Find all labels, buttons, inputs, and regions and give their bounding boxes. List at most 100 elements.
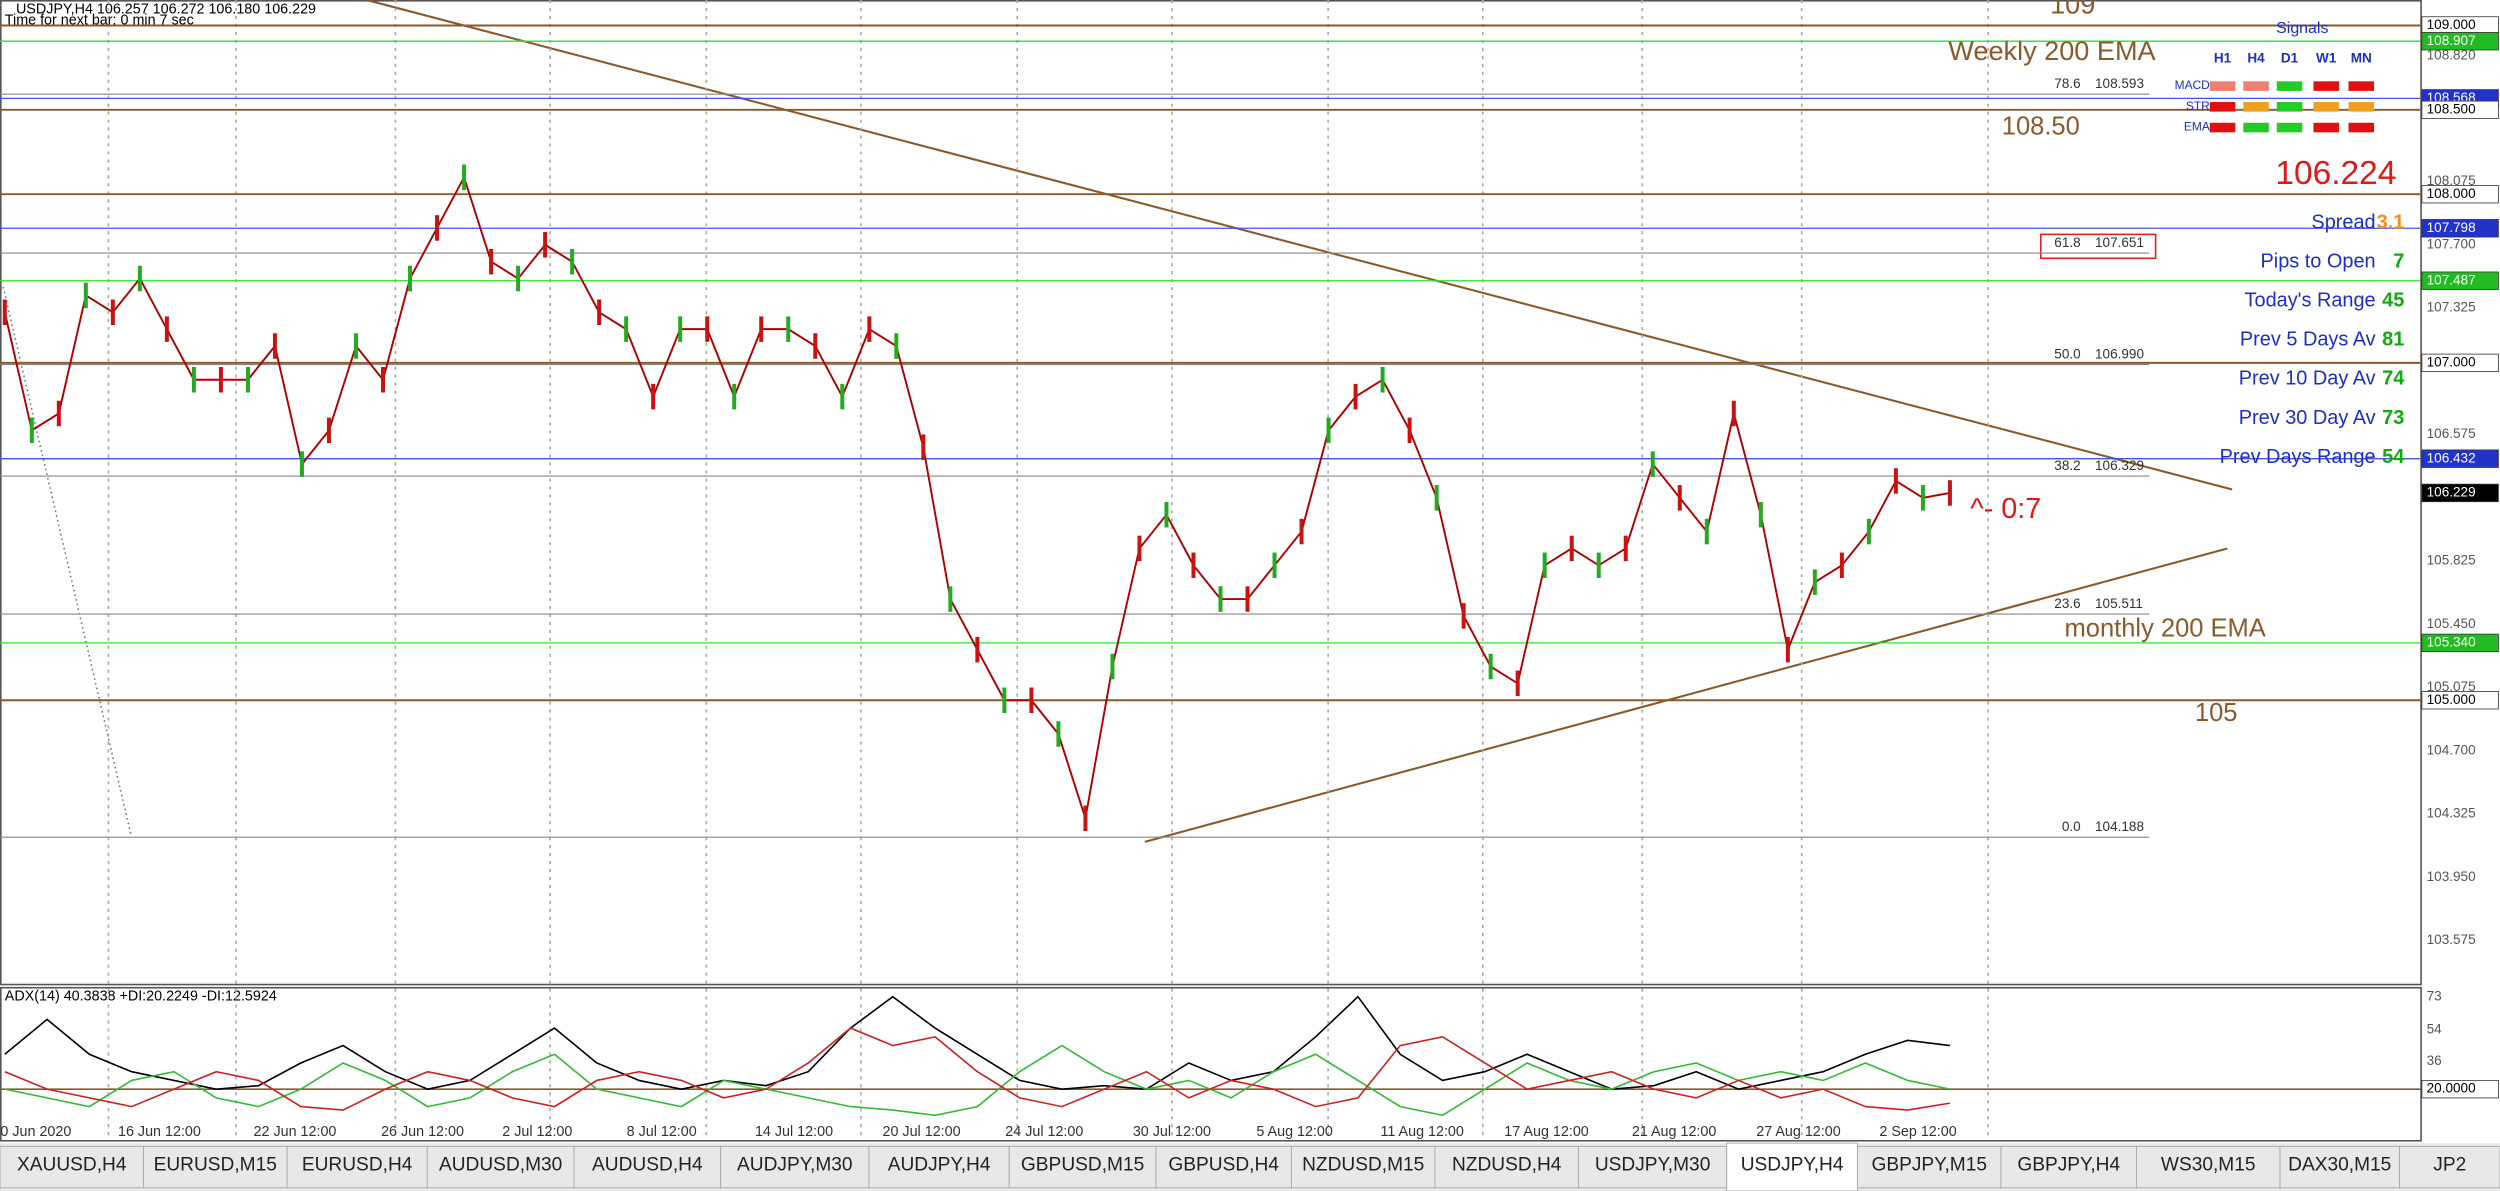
signal-column: W1 bbox=[2316, 51, 2337, 66]
tab[interactable] bbox=[426, 1145, 575, 1189]
signal-column: D1 bbox=[2281, 51, 2299, 66]
tab-label[interactable]: USDJPY,H4 bbox=[1741, 1155, 1844, 1176]
tab-label[interactable]: GBPJPY,M15 bbox=[1871, 1155, 1987, 1176]
signal-cell bbox=[2276, 122, 2303, 133]
signal-cell bbox=[2209, 81, 2236, 91]
price-label: 108.500 bbox=[2427, 101, 2476, 116]
info-value: 73 bbox=[2382, 407, 2404, 429]
chart-frame bbox=[0, 0, 2422, 986]
time-label: 14 Jul 12:00 bbox=[755, 1124, 833, 1140]
fib-ratio: 23.6 bbox=[2054, 596, 2080, 611]
time-label: 20 Jul 12:00 bbox=[883, 1124, 961, 1140]
time-label: 5 Aug 12:00 bbox=[1256, 1124, 1333, 1140]
time-label: 2 Jul 12:00 bbox=[502, 1124, 572, 1140]
price-label-box bbox=[2421, 633, 2499, 653]
tab-label[interactable]: JP2 bbox=[2433, 1155, 2466, 1176]
price-label: 105.075 bbox=[2427, 679, 2476, 694]
adx-tick: 73 bbox=[2427, 988, 2442, 1003]
price-label-box bbox=[2421, 353, 2499, 373]
price-label: 105.825 bbox=[2427, 553, 2476, 568]
fib-ratio: 0.0 bbox=[2062, 819, 2081, 834]
tab[interactable] bbox=[1726, 1142, 1858, 1191]
tab-label[interactable]: NZDUSD,H4 bbox=[1452, 1155, 1562, 1176]
signal-row: EMA bbox=[2184, 120, 2210, 134]
time-label: 26 Jun 12:00 bbox=[381, 1124, 464, 1140]
tab[interactable] bbox=[1856, 1145, 2002, 1189]
price-label: 107.798 bbox=[2427, 220, 2476, 235]
fib-price: 104.188 bbox=[2095, 819, 2144, 834]
annotation: 106.224 bbox=[2275, 155, 2396, 192]
fib-ratio: 78.6 bbox=[2054, 76, 2080, 91]
signal-cell bbox=[2209, 102, 2236, 112]
price-label: 104.325 bbox=[2427, 806, 2476, 821]
tab[interactable] bbox=[1008, 1145, 1157, 1189]
tab[interactable] bbox=[143, 1145, 288, 1189]
tab-label[interactable]: WS30,M15 bbox=[2161, 1155, 2256, 1176]
info-label: Prev Days Range bbox=[2220, 446, 2376, 468]
price-label: 107.487 bbox=[2427, 272, 2476, 287]
tab[interactable] bbox=[0, 1145, 144, 1189]
tab-label[interactable]: AUDUSD,M30 bbox=[439, 1155, 562, 1176]
tab[interactable] bbox=[1577, 1145, 1728, 1189]
price-label: 108.820 bbox=[2427, 47, 2476, 62]
fib-ratio: 50.0 bbox=[2054, 347, 2080, 362]
adx-minus-di bbox=[4, 1027, 1951, 1111]
time-label: 10 Jun 2020 bbox=[0, 1124, 71, 1140]
signal-column: MN bbox=[2351, 51, 2372, 66]
signal-cell bbox=[2348, 102, 2375, 112]
signal-cell bbox=[2276, 102, 2303, 112]
tab[interactable] bbox=[1434, 1145, 1579, 1189]
tab-label[interactable]: USDJPY,M30 bbox=[1595, 1155, 1711, 1176]
price-label-box bbox=[2421, 483, 2499, 503]
signal-cell bbox=[2243, 102, 2269, 112]
timer: Time for next bar: 0 min 7 sec bbox=[5, 13, 194, 29]
info-label: Today's Range bbox=[2245, 290, 2376, 312]
tab-label[interactable]: GBPJPY,H4 bbox=[2017, 1155, 2120, 1176]
time-label: 8 Jul 12:00 bbox=[627, 1124, 697, 1140]
price-label-box bbox=[2421, 32, 2499, 51]
time-label: 17 Aug 12:00 bbox=[1504, 1124, 1588, 1140]
tab-label[interactable]: EURUSD,H4 bbox=[302, 1155, 413, 1176]
time-label: 27 Aug 12:00 bbox=[1756, 1124, 1840, 1140]
signal-cell bbox=[2209, 122, 2236, 133]
info-value: 7 bbox=[2393, 251, 2404, 273]
tab[interactable] bbox=[2279, 1145, 2401, 1189]
tab-label[interactable]: NZDUSD,M15 bbox=[1302, 1155, 1424, 1176]
tab-label[interactable]: GBPUSD,H4 bbox=[1168, 1155, 1279, 1176]
tab[interactable] bbox=[868, 1145, 1010, 1189]
tab-label[interactable]: XAUUSD,H4 bbox=[17, 1155, 127, 1176]
tab[interactable] bbox=[1155, 1145, 1292, 1189]
price-label-box bbox=[2421, 691, 2499, 710]
price-label: 107.000 bbox=[2427, 354, 2476, 369]
price-label-box bbox=[2421, 449, 2499, 468]
signal-row: MACD bbox=[2175, 78, 2211, 92]
adx-level-box bbox=[2421, 1079, 2499, 1099]
tab-label[interactable]: AUDUSD,H4 bbox=[592, 1155, 703, 1176]
tab[interactable] bbox=[1290, 1145, 1436, 1189]
adx-frame bbox=[0, 986, 2422, 1142]
signal-column: H4 bbox=[2247, 51, 2265, 66]
price-label: 107.325 bbox=[2427, 300, 2476, 315]
time-label: 30 Jul 12:00 bbox=[1133, 1124, 1211, 1140]
tab-label[interactable]: DAX30,M15 bbox=[2288, 1155, 2391, 1176]
price-label: 106.229 bbox=[2427, 485, 2476, 500]
signal-row: STR bbox=[2186, 99, 2210, 113]
price-label: 106.575 bbox=[2427, 426, 2476, 441]
tab[interactable] bbox=[573, 1145, 722, 1189]
fib-price: 107.651 bbox=[2095, 235, 2144, 250]
tab[interactable] bbox=[286, 1145, 428, 1189]
tab[interactable] bbox=[2399, 1145, 2500, 1189]
tab[interactable] bbox=[2135, 1145, 2281, 1189]
adx-adx bbox=[4, 995, 1951, 1090]
adx-tick: 54 bbox=[2427, 1021, 2443, 1036]
time-label: 21 Aug 12:00 bbox=[1632, 1124, 1716, 1140]
adx-tick: 20.0000 bbox=[2427, 1081, 2476, 1096]
tab-label[interactable]: EURUSD,M15 bbox=[154, 1155, 277, 1176]
trendline-upper bbox=[366, 0, 2233, 491]
tab-label[interactable]: AUDJPY,H4 bbox=[888, 1155, 991, 1176]
signal-cell bbox=[2348, 122, 2375, 133]
tab-label[interactable]: GBPUSD,M15 bbox=[1021, 1155, 1144, 1176]
info-label: Prev 30 Day Av bbox=[2239, 407, 2376, 429]
tab-label[interactable]: AUDJPY,M30 bbox=[737, 1155, 853, 1176]
